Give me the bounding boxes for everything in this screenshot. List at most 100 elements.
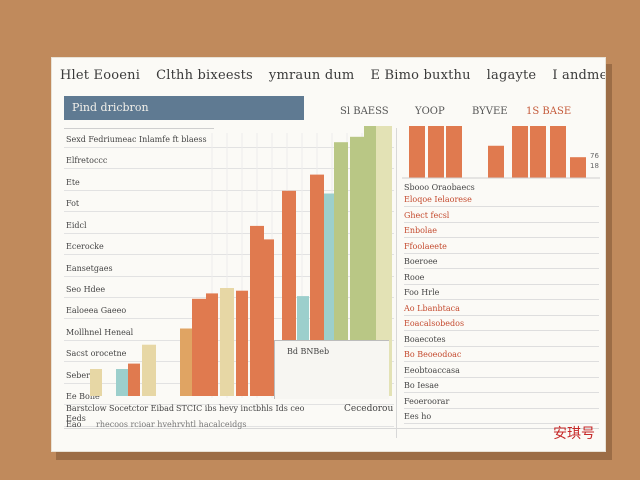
right-list-divider <box>404 252 599 254</box>
footer-row2-left: Eao <box>66 420 82 429</box>
mini-tick-label: 76 <box>590 152 599 160</box>
bar <box>236 290 248 396</box>
right-list-item: Bo Iesae <box>404 381 439 390</box>
mini-bar <box>530 126 546 178</box>
top-label: Sl BAESS <box>340 106 389 117</box>
right-list-divider <box>404 237 599 238</box>
bar <box>142 344 156 396</box>
bar <box>90 369 102 396</box>
right-list-item: Ghect fecsl <box>404 210 450 220</box>
footer-rule <box>64 428 599 429</box>
row-label: Eeds <box>66 413 86 423</box>
bar <box>260 239 274 396</box>
row-label: Ete <box>66 177 80 187</box>
right-list-divider <box>404 376 599 378</box>
bar <box>364 126 378 396</box>
right-list-item: Ao Lbanbtaca <box>404 303 460 313</box>
right-list-item: Foo Hrle <box>404 288 440 297</box>
row-label: Elfretoccc <box>66 156 108 166</box>
row-label: Ee Bone <box>66 392 100 402</box>
right-list-divider <box>404 299 599 300</box>
right-list-divider <box>404 283 599 285</box>
bar <box>206 293 218 396</box>
inset-box: Bd BNBeb <box>274 340 389 399</box>
right-list-item: Enbolae <box>404 226 437 235</box>
footer-row2-mid: rhecoos rcioar hvehrvhtl hacalceidgs <box>96 420 247 429</box>
row-label: Seberd <box>66 370 96 380</box>
row-divider <box>64 404 394 406</box>
bar <box>116 369 128 396</box>
title-part: E Bimo buxthu <box>370 68 471 83</box>
right-list-divider <box>404 268 599 269</box>
row-label: Ecerocke <box>66 242 104 252</box>
bar <box>220 288 234 396</box>
right-list-item: Ees ho <box>404 412 432 421</box>
row-divider <box>64 189 394 191</box>
right-list-divider <box>404 221 599 223</box>
row-label: Ealoeea Gaeeo <box>66 306 127 316</box>
right-list-item: Eoacalsobedos <box>404 319 465 328</box>
right-list-divider <box>404 330 599 331</box>
bar <box>376 126 392 396</box>
title-part: I andmecesrfers <box>552 68 605 83</box>
footer-mid: STCIC ibs hevy inctbhls Ids ceo <box>176 404 305 413</box>
footer-right: Cecedorou <box>344 404 394 414</box>
row-label: Mollhnel Heneal <box>66 327 134 337</box>
right-list-item: Ffoolaeete <box>404 241 447 251</box>
row-label: Sacst orocetne <box>66 349 127 359</box>
mini-bar <box>446 126 462 178</box>
title-part: Hlet Eooeni <box>60 68 141 83</box>
mini-bar <box>409 126 425 178</box>
right-list-item: Rooe <box>404 272 425 282</box>
title-part: Clthh bixeests <box>156 68 253 83</box>
right-list-divider <box>404 206 599 207</box>
bar <box>192 298 206 396</box>
right-list-divider <box>404 407 599 409</box>
row-divider <box>64 425 394 427</box>
mini-bar <box>550 126 566 178</box>
top-label: BYVEE <box>472 106 508 117</box>
watermark: 安琪号 <box>553 426 595 442</box>
row-divider <box>64 147 394 148</box>
row-label: Eansetgaes <box>66 263 113 273</box>
mini-tick-label: 18 <box>590 162 599 170</box>
page-title: Hlet Eooeni Clthh bixeests ymraun dum E Bim… <box>60 68 605 83</box>
right-list-divider <box>404 392 599 393</box>
right-list-item: Feoeroorar <box>404 396 450 406</box>
mini-bar <box>512 126 528 178</box>
title-part: ymraun dum <box>268 68 355 83</box>
right-list-divider <box>404 423 599 424</box>
right-panel-heading: Sbooo Oraobaecs <box>404 183 475 192</box>
row-divider <box>64 254 394 256</box>
right-list-divider <box>404 361 599 362</box>
bar <box>350 136 364 397</box>
row-label: Seo Hdee <box>66 285 106 294</box>
right-list-divider <box>404 314 599 316</box>
mini-bar <box>428 126 444 178</box>
row-divider <box>64 232 394 234</box>
mini-bar <box>570 157 586 178</box>
right-list-item: Eeobtoaccasa <box>404 365 460 375</box>
row-label: Fot <box>66 199 80 209</box>
row-divider <box>64 275 394 277</box>
panel-divider <box>396 128 397 438</box>
mini-bar <box>488 145 504 178</box>
inset-label: Bd BNBeb <box>287 347 330 356</box>
row-divider <box>64 211 394 213</box>
right-list-item: Boaecotes <box>404 334 446 344</box>
section-header: Pind dricbron <box>64 96 304 120</box>
row-label: Sexd Fedriumeac Inlamfe ft blaess <box>66 135 207 144</box>
right-list-item: Eloqoe Ielaorese <box>404 195 472 204</box>
right-list-item: Boeroee <box>404 257 438 266</box>
top-label: 1S BASE <box>526 106 572 117</box>
infographic-sheet: Hlet Eooeni Clthh bixeests ymraun dum E Bim… <box>52 58 605 451</box>
title-part: lagayte <box>486 68 537 83</box>
right-list-divider <box>404 345 599 347</box>
bar <box>128 363 140 396</box>
bar <box>180 328 194 396</box>
right-list-item: Bo Beoeodoac <box>404 350 462 359</box>
row-divider <box>64 168 394 170</box>
bar <box>334 142 348 396</box>
footer-left: Barstclow Socetctor Eibad <box>66 404 175 413</box>
row-label: Eidcl <box>66 220 87 230</box>
